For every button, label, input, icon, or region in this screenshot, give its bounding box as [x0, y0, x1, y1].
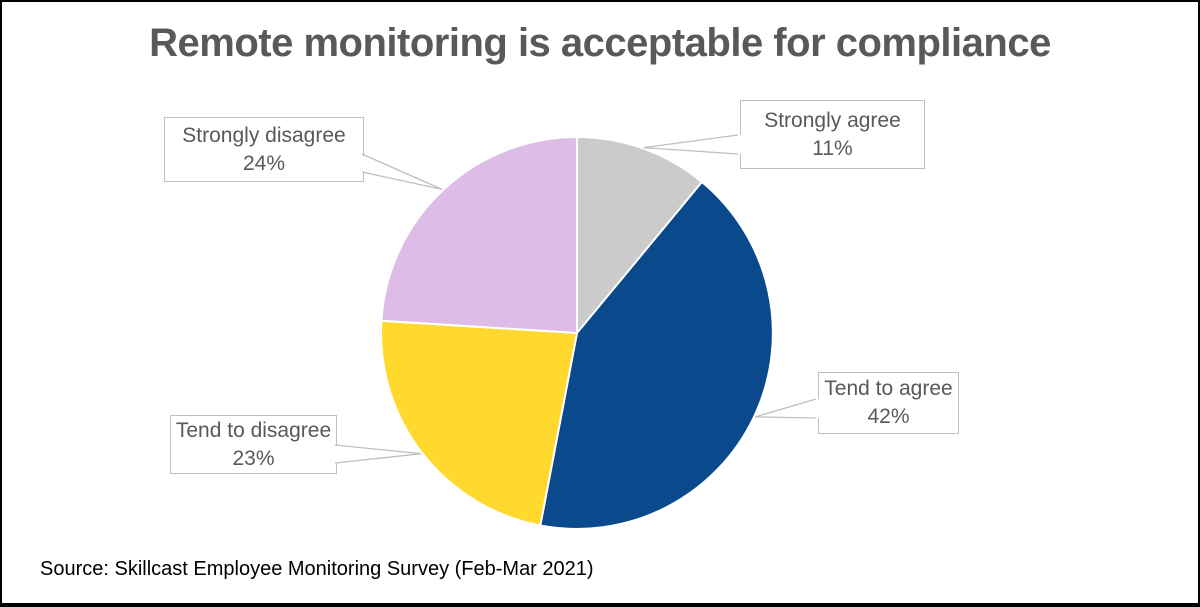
- callout-leader-line-strongly-agree-2: [643, 146, 739, 155]
- callout-leader-line-strongly-disagree-1: [361, 153, 443, 190]
- callout-leader-fill-strongly-disagree: [359, 154, 443, 190]
- callout-value: 23%: [232, 446, 275, 470]
- pie-slice-strongly-agree: [576, 136, 703, 334]
- callout-value: 42%: [867, 405, 910, 428]
- source-note: Source: Skillcast Employee Monitoring Su…: [40, 558, 594, 580]
- callout-leader-line-tend-to-agree-1: [755, 398, 817, 418]
- callout-tend-to-agree: Tend to agree 42%: [818, 372, 959, 434]
- callout-label: Strongly disagree: [182, 123, 346, 147]
- callout-leader-line-strongly-agree-1: [643, 134, 739, 149]
- callout-value: 24%: [242, 151, 286, 175]
- callout-label: Tend to agree: [824, 377, 953, 400]
- callout-leader-line-tend-to-agree-2: [755, 416, 817, 419]
- callout-leader-line-strongly-disagree-2: [361, 171, 443, 191]
- pie-slice-tend-to-agree: [539, 181, 774, 530]
- callout-leader-line-tend-to-disagree-2: [334, 453, 422, 464]
- callout-tend-to-disagree: Tend to disagree 23%: [170, 415, 337, 474]
- pie-slice-strongly-disagree: [380, 136, 578, 334]
- callout-leader-fill-strongly-agree: [643, 135, 741, 154]
- callout-strongly-agree: Strongly agree 11%: [740, 100, 925, 169]
- chart-title: Remote monitoring is acceptable for comp…: [149, 21, 1051, 65]
- callout-strongly-disagree: Strongly disagree 24%: [164, 117, 364, 182]
- callout-value: 11%: [812, 136, 853, 160]
- pie-slice-tend-to-disagree: [380, 319, 578, 527]
- callout-leader-fill-tend-to-agree: [755, 399, 819, 418]
- callout-label: Tend to disagree: [175, 418, 332, 442]
- callout-leader-line-tend-to-disagree-1: [334, 444, 422, 455]
- callout-label: Strongly agree: [764, 108, 901, 132]
- callout-leader-fill-tend-to-disagree: [332, 445, 422, 463]
